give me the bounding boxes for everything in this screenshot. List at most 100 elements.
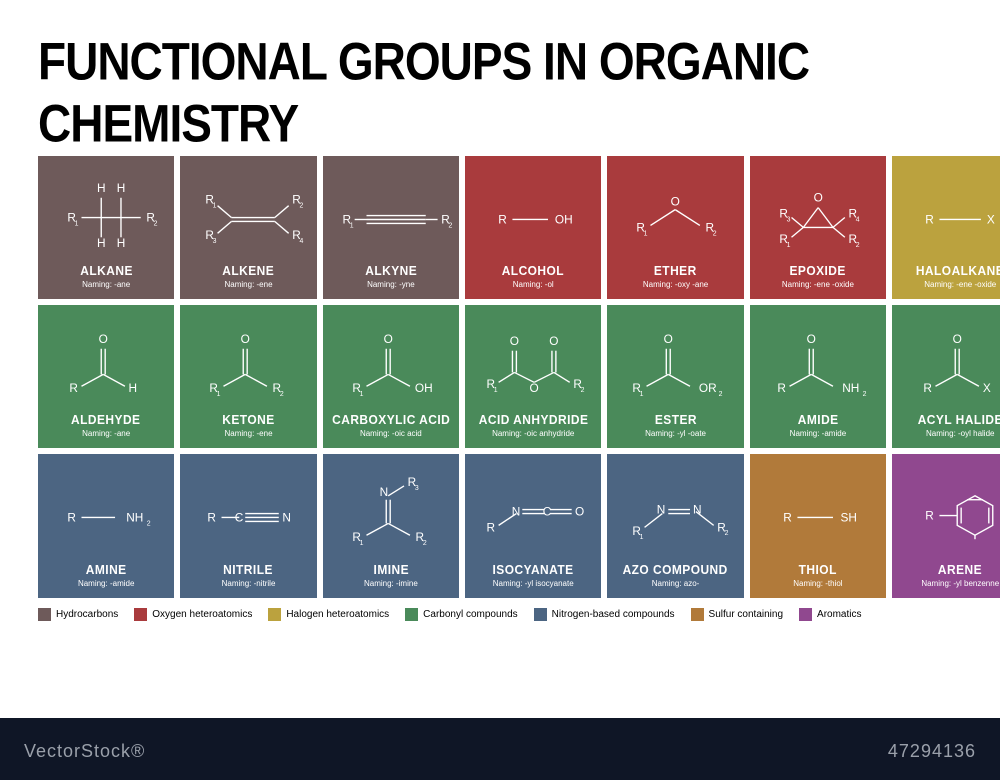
svg-text:X: X <box>987 212 995 226</box>
fg-name: HALOALKANE <box>916 263 1000 278</box>
fg-naming: Naming: -yne <box>367 280 415 289</box>
svg-text:R: R <box>67 511 76 525</box>
svg-text:1: 1 <box>786 242 790 249</box>
svg-text:1: 1 <box>75 220 79 227</box>
fg-naming: Naming: -imine <box>364 579 418 588</box>
fg-cell-alkane: R1HH HHR2 ALKANE Naming: -ane <box>38 156 174 299</box>
svg-text:X: X <box>983 381 991 395</box>
fg-name: ALCOHOL <box>502 263 564 278</box>
svg-text:1: 1 <box>640 535 644 542</box>
svg-text:C: C <box>235 511 244 525</box>
svg-text:2: 2 <box>448 222 452 229</box>
watermark-text: VectorStock® <box>24 741 145 762</box>
svg-text:1: 1 <box>359 540 363 547</box>
functional-group-grid: R1HH HHR2 ALKANE Naming: -ane R1R3 R2R4 … <box>38 156 962 598</box>
fg-naming: Naming: -oic anhydride <box>492 429 574 438</box>
svg-text:O: O <box>383 332 392 346</box>
svg-text:N: N <box>657 503 666 517</box>
structure-diagram: OR3R1 R4R2 <box>754 162 882 263</box>
svg-text:2: 2 <box>713 230 717 237</box>
svg-text:2: 2 <box>300 203 304 210</box>
legend-item-oxygen: Oxygen heteroatomics <box>134 608 252 621</box>
svg-text:OH: OH <box>415 381 433 395</box>
fg-name: ACID ANHYDRIDE <box>478 412 588 427</box>
svg-text:R: R <box>777 381 786 395</box>
svg-text:N: N <box>379 485 388 499</box>
structure-diagram: R1R3 R2R4 <box>184 162 312 263</box>
fg-naming: Naming: -amide <box>78 579 134 588</box>
fg-naming: Naming: -yl benzenne <box>921 579 999 588</box>
legend-swatch <box>691 608 704 621</box>
fg-naming: Naming: -oic acid <box>360 429 422 438</box>
svg-text:NH: NH <box>842 381 859 395</box>
structure-diagram: RX <box>896 162 1000 263</box>
svg-text:O: O <box>510 334 519 348</box>
svg-text:R: R <box>923 381 932 395</box>
fg-naming: Naming: -yl isocyanate <box>493 579 574 588</box>
fg-cell-aldehyde: ORH ALDEHYDE Naming: -ane <box>38 305 174 448</box>
fg-name: EPOXIDE <box>790 263 846 278</box>
legend-swatch <box>405 608 418 621</box>
svg-text:R: R <box>498 212 507 226</box>
fg-name: ALKANE <box>80 263 133 278</box>
legend-label: Sulfur containing <box>709 609 784 620</box>
fg-naming: Naming: -oyl halide <box>926 429 994 438</box>
svg-text:OR: OR <box>699 381 717 395</box>
legend-swatch <box>134 608 147 621</box>
svg-text:R: R <box>69 381 78 395</box>
legend-swatch <box>38 608 51 621</box>
structure-diagram: ROH <box>469 162 597 263</box>
svg-text:O: O <box>241 332 250 346</box>
fg-naming: Naming: -amide <box>790 429 846 438</box>
legend-label: Halogen heteroatomics <box>286 609 389 620</box>
fg-naming: Naming: -ane <box>82 429 130 438</box>
svg-text:R: R <box>925 212 934 226</box>
svg-text:N: N <box>283 511 292 525</box>
legend-swatch <box>799 608 812 621</box>
svg-text:O: O <box>99 332 108 346</box>
fg-name: ARENE <box>938 562 982 577</box>
fg-cell-acid-anhydride: OOO R1R2 ACID ANHYDRIDE Naming: -oic anh… <box>465 305 601 448</box>
legend-swatch <box>268 608 281 621</box>
svg-text:H: H <box>117 181 126 195</box>
fg-naming: Naming: -thiol <box>793 579 842 588</box>
structure-diagram: OR1OR2 <box>611 311 739 412</box>
svg-text:2: 2 <box>154 220 158 227</box>
svg-text:R: R <box>486 521 495 535</box>
fg-name: ALDEHYDE <box>71 412 140 427</box>
fg-cell-isocyanate: RNCO ISOCYANATE Naming: -yl isocyanate <box>465 454 601 597</box>
fg-name: AZO COMPOUND <box>623 562 728 577</box>
legend-item-sulfur: Sulfur containing <box>691 608 784 621</box>
structure-diagram: R1HH HHR2 <box>42 162 170 263</box>
svg-text:1: 1 <box>349 222 353 229</box>
footer-bar: VectorStock® 47294136 <box>0 718 1000 780</box>
structure-diagram: R1R2 <box>327 162 455 263</box>
fg-name: ACYL HALIDE <box>918 412 1000 427</box>
svg-text:1: 1 <box>217 391 221 398</box>
legend-item-hydrocarbons: Hydrocarbons <box>38 608 118 621</box>
svg-text:NH: NH <box>126 511 143 525</box>
fg-name: ETHER <box>654 263 697 278</box>
svg-text:O: O <box>549 334 558 348</box>
svg-text:1: 1 <box>494 387 498 394</box>
legend: Hydrocarbons Oxygen heteroatomics Haloge… <box>38 608 962 621</box>
svg-text:O: O <box>530 381 539 395</box>
fg-cell-epoxide: OR3R1 R4R2 EPOXIDE Naming: -ene -oxide <box>750 156 886 299</box>
svg-text:2: 2 <box>862 391 866 398</box>
fg-name: ALKENE <box>223 263 275 278</box>
svg-text:3: 3 <box>415 485 419 492</box>
svg-text:R: R <box>208 511 217 525</box>
svg-text:H: H <box>97 181 106 195</box>
legend-item-halogen: Halogen heteroatomics <box>268 608 389 621</box>
fg-naming: Naming: -nitrile <box>222 579 276 588</box>
svg-text:H: H <box>117 236 126 250</box>
structure-diagram: OR1OH <box>327 311 455 412</box>
fg-cell-haloalkane: RX HALOALKANE Naming: -ene -oxide <box>892 156 1000 299</box>
fg-cell-alcohol: ROH ALCOHOL Naming: -ol <box>465 156 601 299</box>
structure-diagram: ORNH2 <box>754 311 882 412</box>
image-number: 47294136 <box>888 741 976 762</box>
fg-naming: Naming: azo- <box>652 579 700 588</box>
fg-naming: Naming: -ol <box>513 280 554 289</box>
fg-cell-alkyne: R1R2 ALKYNE Naming: -yne <box>323 156 459 299</box>
svg-text:R: R <box>925 509 934 523</box>
